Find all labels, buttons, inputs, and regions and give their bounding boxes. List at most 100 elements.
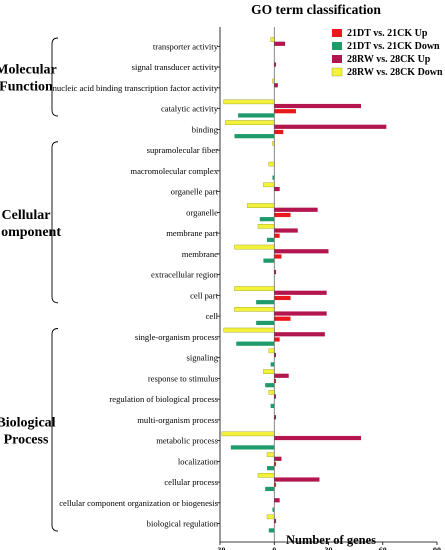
bar — [274, 228, 298, 233]
bar — [274, 316, 291, 321]
bar — [274, 352, 277, 358]
group-label: Function — [0, 80, 53, 95]
bar — [263, 369, 275, 374]
category-label: transporter activity — [153, 41, 219, 51]
bar — [272, 175, 275, 180]
category-label: cellular component organization or bioge… — [59, 498, 218, 508]
category-label: signal transducer activity — [132, 62, 219, 72]
category-label: extracellular region — [151, 270, 219, 280]
x-tick-label: -30 — [215, 546, 226, 550]
bar — [268, 390, 275, 395]
bar — [274, 290, 327, 295]
bar — [230, 445, 275, 450]
category-label: organelle part — [171, 187, 219, 197]
bar — [274, 461, 277, 467]
bar — [257, 473, 275, 478]
category-label: organelle — [186, 207, 218, 217]
category-label: response to stimulus — [148, 373, 219, 383]
group-label: Component — [0, 225, 61, 240]
bar — [236, 341, 275, 346]
category-label: metabolic process — [156, 436, 218, 446]
bar — [265, 486, 275, 492]
bar — [274, 129, 284, 135]
legend-label: 21DT vs. 21CK Down — [347, 41, 440, 52]
bar — [268, 528, 275, 533]
axes: -30 0 30 60 90 — [215, 27, 441, 550]
category-label: localization — [178, 456, 219, 466]
bar — [234, 244, 275, 250]
bar — [270, 37, 275, 42]
bar — [234, 286, 275, 291]
category-label: single-organism process — [135, 332, 219, 342]
legend: 21DT vs. 21CK Up 21DT vs. 21CK Down 28RW v… — [331, 28, 443, 78]
category-label: membrane part — [166, 228, 218, 238]
bar — [274, 295, 291, 301]
bar — [274, 124, 387, 129]
chart-title: GO term classification — [251, 2, 381, 17]
bar — [274, 456, 282, 461]
category-label: signaling — [186, 353, 218, 363]
bar — [272, 507, 275, 512]
category-label: supramolecular fiber — [147, 145, 218, 155]
bar — [270, 362, 275, 367]
bar — [257, 224, 275, 229]
category-label: cell part — [190, 290, 219, 300]
category-label: membrane — [182, 249, 218, 259]
bar — [274, 337, 280, 342]
category-label: multi-organism process — [137, 415, 218, 425]
category-label: catalytic activity — [161, 104, 219, 114]
bar — [223, 327, 275, 333]
bar — [274, 109, 296, 114]
x-axis-label: Number of genes — [286, 533, 376, 547]
legend-label: 28RW vs. 28CK Up — [347, 54, 431, 65]
bar — [274, 212, 291, 218]
bar — [274, 518, 277, 524]
category-label: macromolecular complex — [130, 166, 218, 176]
bar — [274, 186, 280, 192]
category-label: binding — [192, 124, 219, 134]
bar — [225, 120, 275, 125]
bar — [270, 403, 275, 409]
bar — [274, 311, 327, 316]
legend-swatch — [331, 67, 343, 77]
group-label: Molecular — [0, 63, 57, 78]
bar — [263, 182, 275, 188]
bar — [274, 233, 280, 238]
category-label: regulation of biological process — [109, 394, 218, 404]
bar — [268, 348, 275, 354]
bar — [267, 466, 275, 471]
bar — [238, 113, 275, 118]
legend-swatch — [332, 42, 342, 50]
legend-label: 21DT vs. 21CK Up — [347, 28, 428, 39]
legend-label: 28RW vs. 28CK Down — [347, 67, 443, 78]
bar — [266, 514, 275, 520]
bar — [274, 207, 318, 212]
bar — [274, 103, 362, 109]
x-tick-label: 0 — [272, 546, 276, 550]
category-labels: transporter activity signal transducer ac… — [53, 41, 219, 528]
bar — [223, 99, 275, 105]
bar — [274, 41, 286, 46]
bars — [221, 37, 387, 533]
group-bracket — [51, 37, 59, 117]
legend-swatch — [332, 55, 342, 63]
category-label: cell — [206, 311, 219, 321]
group-labels: Molecular Function Cellular Component Biolog… — [0, 37, 61, 532]
bar — [256, 320, 275, 326]
bar — [256, 300, 275, 305]
category-label: nucleic acid binding transcription facto… — [53, 83, 219, 93]
x-tick-label: 90 — [433, 546, 441, 550]
bar — [234, 134, 275, 139]
bar — [274, 378, 277, 384]
x-tick-label: 30 — [325, 546, 333, 550]
bar — [267, 237, 275, 243]
bar — [274, 83, 278, 88]
category-label: biological regulation — [147, 519, 219, 529]
category-label: cellular process — [164, 477, 218, 487]
bar — [221, 431, 275, 437]
bar — [274, 269, 277, 275]
bar — [274, 332, 325, 337]
bar — [268, 161, 275, 167]
bar — [263, 258, 275, 263]
